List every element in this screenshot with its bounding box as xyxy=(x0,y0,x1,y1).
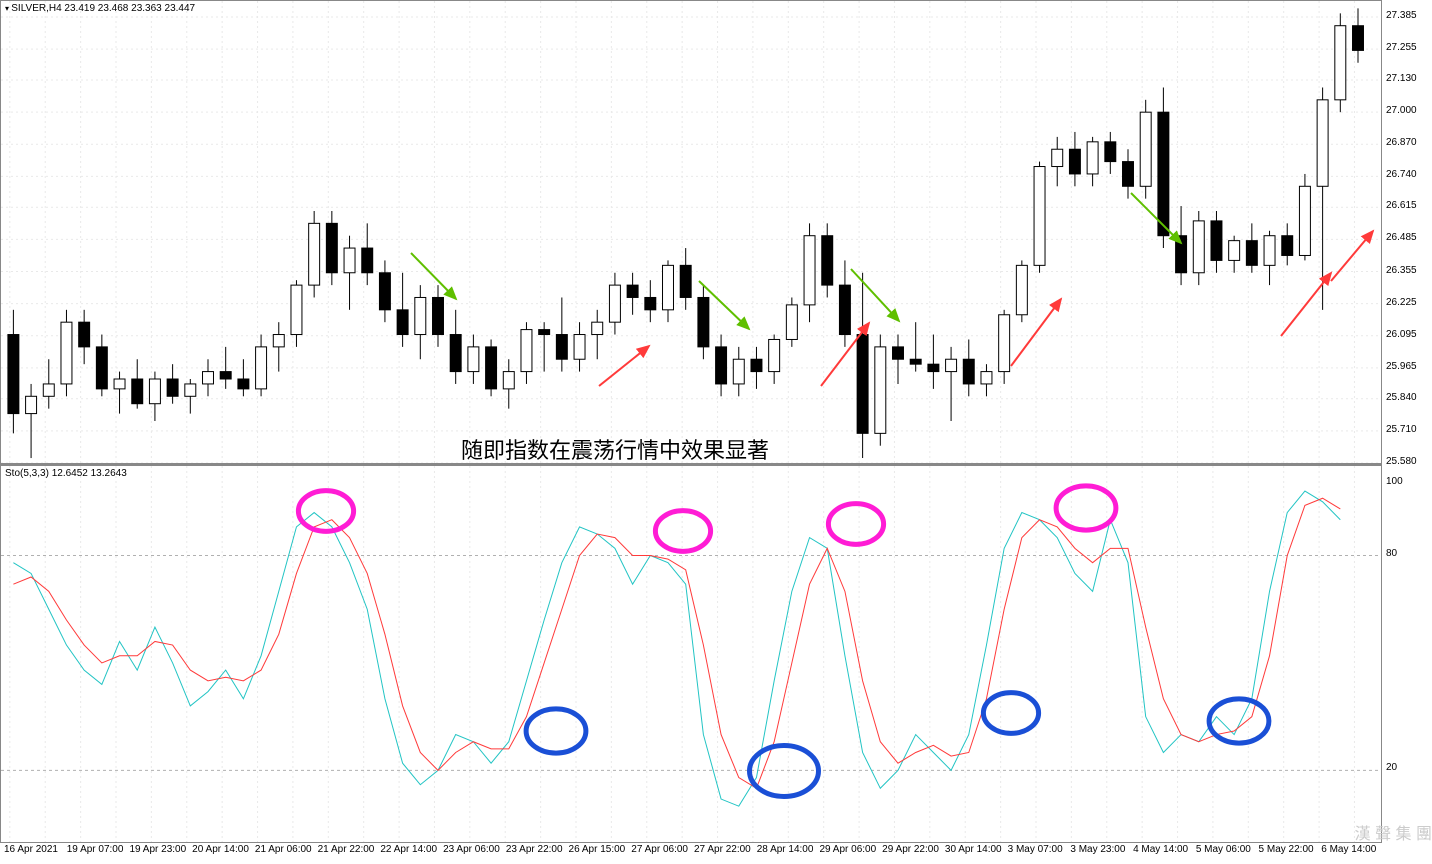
price-tick-label: 26.355 xyxy=(1386,265,1417,276)
time-tick-label: 27 Apr 06:00 xyxy=(631,844,688,855)
indicator-tick-label: 20 xyxy=(1386,762,1397,773)
time-tick-label: 16 Apr 2021 xyxy=(4,844,58,855)
price-tick-label: 26.225 xyxy=(1386,297,1417,308)
price-y-axis: 25.58025.71025.84025.96526.09526.22526.3… xyxy=(1382,0,1432,462)
price-tick-label: 27.255 xyxy=(1386,42,1417,53)
time-tick-label: 23 Apr 06:00 xyxy=(443,844,500,855)
time-tick-label: 28 Apr 14:00 xyxy=(757,844,814,855)
time-tick-label: 27 Apr 22:00 xyxy=(694,844,751,855)
time-tick-label: 6 May 14:00 xyxy=(1321,844,1376,855)
price-tick-label: 26.615 xyxy=(1386,200,1417,211)
price-tick-label: 25.965 xyxy=(1386,361,1417,372)
price-tick-label: 26.485 xyxy=(1386,232,1417,243)
price-tick-label: 26.740 xyxy=(1386,169,1417,180)
time-tick-label: 23 Apr 22:00 xyxy=(506,844,563,855)
price-chart-svg xyxy=(1,1,1381,463)
stochastic-panel[interactable]: Sto(5,3,3) 12.6452 13.2643 xyxy=(0,464,1382,843)
time-tick-label: 3 May 23:00 xyxy=(1070,844,1125,855)
time-tick-label: 4 May 14:00 xyxy=(1133,844,1188,855)
symbol-title: SILVER,H4 23.419 23.468 23.363 23.447 xyxy=(5,3,195,14)
price-chart-panel[interactable]: SILVER,H4 23.419 23.468 23.363 23.447 随即… xyxy=(0,0,1382,464)
time-x-axis: 16 Apr 2021 19 Apr 07:00 19 Apr 23:00 20 Ap… xyxy=(0,842,1432,864)
time-tick-label: 3 May 07:00 xyxy=(1008,844,1063,855)
price-tick-label: 25.840 xyxy=(1386,392,1417,403)
time-tick-label: 20 Apr 14:00 xyxy=(192,844,249,855)
time-tick-label: 30 Apr 14:00 xyxy=(945,844,1002,855)
time-tick-label: 19 Apr 23:00 xyxy=(129,844,186,855)
price-tick-label: 25.710 xyxy=(1386,424,1417,435)
price-tick-label: 26.095 xyxy=(1386,329,1417,340)
time-tick-label: 29 Apr 06:00 xyxy=(819,844,876,855)
price-tick-label: 27.385 xyxy=(1386,10,1417,21)
price-tick-label: 27.130 xyxy=(1386,73,1417,84)
time-tick-label: 29 Apr 22:00 xyxy=(882,844,939,855)
time-tick-label: 5 May 22:00 xyxy=(1259,844,1314,855)
indicator-y-axis: 20 80 100 xyxy=(1382,464,1432,840)
annotation-text: 随即指数在震荡行情中效果显著 xyxy=(461,433,769,465)
time-tick-label: 5 May 06:00 xyxy=(1196,844,1251,855)
time-tick-label: 19 Apr 07:00 xyxy=(67,844,124,855)
time-tick-label: 21 Apr 06:00 xyxy=(255,844,312,855)
stochastic-svg xyxy=(1,466,1381,842)
watermark-text: 漢 聲 集 團 xyxy=(1355,820,1432,844)
price-tick-label: 26.870 xyxy=(1386,137,1417,148)
indicator-title: Sto(5,3,3) 12.6452 13.2643 xyxy=(5,468,127,479)
time-tick-label: 26 Apr 15:00 xyxy=(569,844,626,855)
indicator-tick-label: 100 xyxy=(1386,476,1403,487)
indicator-tick-label: 80 xyxy=(1386,548,1397,559)
time-tick-label: 21 Apr 22:00 xyxy=(318,844,375,855)
time-tick-label: 22 Apr 14:00 xyxy=(380,844,437,855)
price-tick-label: 27.000 xyxy=(1386,105,1417,116)
